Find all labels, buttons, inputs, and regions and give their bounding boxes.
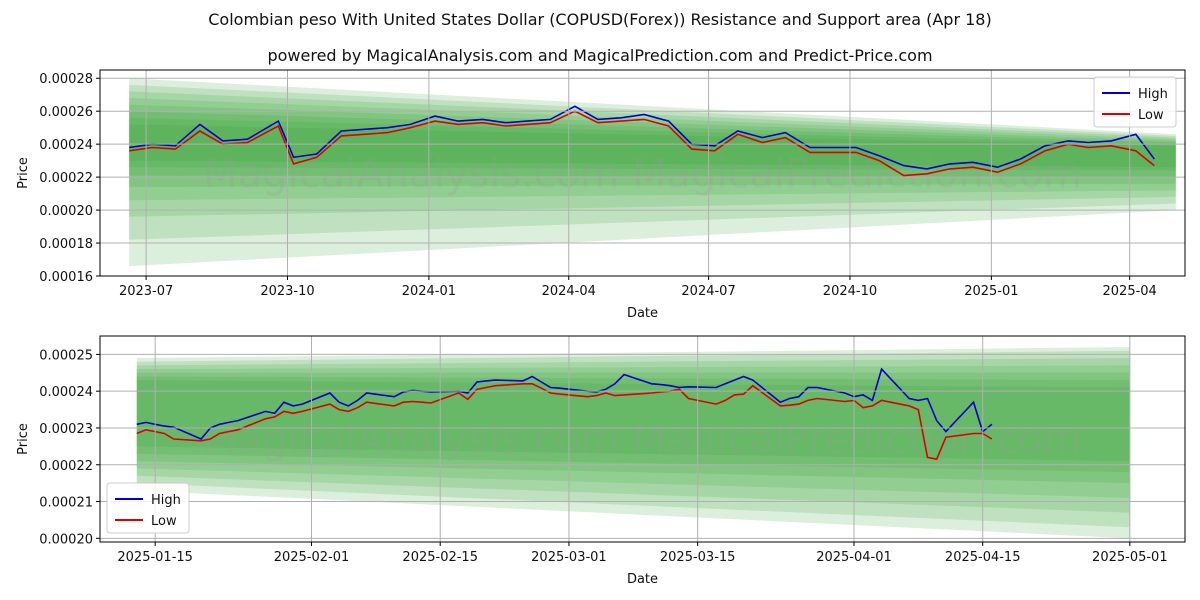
plot-area: MagicalAnalysis.com MagicalPrediction.co…: [136, 347, 1130, 539]
legend-label-high: High: [1138, 87, 1168, 102]
y-tick-label: 0.00020: [39, 204, 93, 219]
x-tick-label: 2023-07: [119, 284, 173, 299]
series-line-low: [129, 110, 1155, 177]
support-resistance-band: [129, 84, 1176, 240]
chart-panel-2: MagicalAnalysis.com MagicalPrediction.co…: [16, 335, 1186, 587]
y-tick-label: 0.00024: [39, 138, 93, 153]
y-tick-label: 0.00016: [39, 270, 93, 285]
y-tick-label: 0.00018: [39, 237, 93, 252]
support-resistance-band: [129, 124, 1176, 168]
plot-frame: [99, 69, 1186, 277]
legend: High Low: [106, 482, 190, 534]
legend-box: [1093, 76, 1177, 128]
legend-label-low: Low: [151, 514, 177, 529]
series-line-high: [136, 367, 993, 440]
y-tick-label: 0.00022: [39, 459, 93, 474]
x-tick-label: 2025-02-01: [274, 550, 350, 565]
y-axis-label: Price: [16, 157, 31, 189]
y-tick-label: 0.00022: [39, 171, 93, 186]
x-tick-label: 2024-10: [823, 284, 877, 299]
y-tick-label: 0.00021: [39, 496, 93, 511]
x-tick-label: 2025-01: [964, 284, 1018, 299]
x-tick-label: 2024-07: [681, 284, 735, 299]
legend-label-low: Low: [1138, 108, 1164, 123]
y-tick-label: 0.00026: [39, 105, 93, 120]
x-tick-label: 2025-03-01: [531, 550, 607, 565]
series-line-low: [136, 382, 993, 461]
support-resistance-band: [129, 91, 1176, 217]
y-tick-label: 0.00024: [39, 385, 93, 400]
x-tick-label: 2024-01: [402, 284, 456, 299]
legend-box: [106, 482, 190, 534]
x-tick-label: 2025-04-15: [945, 550, 1021, 565]
x-tick-label: 2025-04: [1103, 284, 1157, 299]
legend: High Low: [1093, 76, 1177, 128]
support-resistance-band: [136, 358, 1130, 513]
y-tick-label: 0.00020: [39, 532, 93, 547]
plot-area: MagicalAnalysis.com MagicalPrediction.co…: [129, 78, 1176, 267]
plot-frame: [99, 335, 1186, 543]
y-tick-label: 0.00023: [39, 422, 93, 437]
x-tick-label: 2024-04: [542, 284, 596, 299]
legend-label-high: High: [151, 493, 181, 508]
x-tick-label: 2025-05-01: [1092, 550, 1168, 565]
x-axis-label: Date: [627, 572, 658, 587]
chart-subtitle: powered by MagicalAnalysis.com and Magic…: [267, 46, 933, 65]
chart-title: Colombian peso With United States Dollar…: [208, 10, 992, 29]
x-tick-label: 2025-03-15: [660, 550, 736, 565]
support-resistance-band: [129, 78, 1176, 267]
y-tick-label: 0.00028: [39, 72, 93, 87]
y-tick-label: 0.00025: [39, 348, 93, 363]
series-line-high: [129, 105, 1155, 170]
x-axis-label: Date: [627, 306, 658, 321]
x-tick-label: 2023-10: [260, 284, 314, 299]
x-tick-label: 2025-04-01: [816, 550, 892, 565]
x-tick-label: 2025-02-15: [402, 550, 478, 565]
y-axis-label: Price: [16, 423, 31, 455]
watermark: MagicalAnalysis.com MagicalPrediction.co…: [203, 151, 1082, 197]
chart-panel-1: MagicalAnalysis.com MagicalPrediction.co…: [16, 69, 1186, 321]
watermark: MagicalAnalysis.com MagicalPrediction.co…: [203, 417, 1082, 463]
x-tick-label: 2025-01-15: [117, 550, 193, 565]
